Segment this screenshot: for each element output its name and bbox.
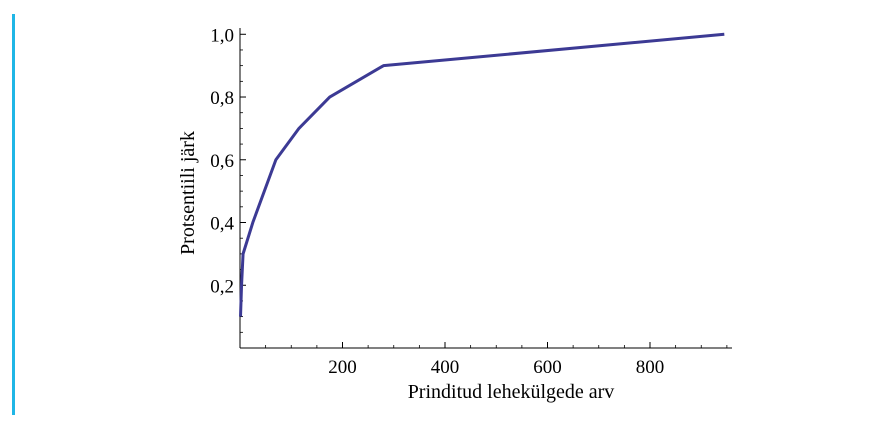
y-axis-label: Protsentiili järk <box>177 131 199 255</box>
series-line <box>239 32 725 317</box>
y-tick-label: 0,8 <box>210 88 234 109</box>
x-tick-label: 200 <box>328 357 357 378</box>
axes <box>239 28 732 349</box>
y-tick-label: 0,2 <box>210 276 234 297</box>
x-axis-label: Prinditud lehekülgede arv <box>408 381 615 403</box>
y-tick-label: 0,4 <box>210 214 234 235</box>
x-tick-label: 400 <box>431 357 460 378</box>
series-layer <box>239 32 725 317</box>
y-tick-label: 0,6 <box>210 151 234 172</box>
x-tick-label: 600 <box>533 357 562 378</box>
ticks: 200 400 600 800 0,2 0,4 0,6 0,8 1,0 <box>210 25 728 378</box>
x-tick-label: 800 <box>636 357 665 378</box>
accent-bar <box>12 14 15 415</box>
y-tick-label: 1,0 <box>210 25 234 46</box>
